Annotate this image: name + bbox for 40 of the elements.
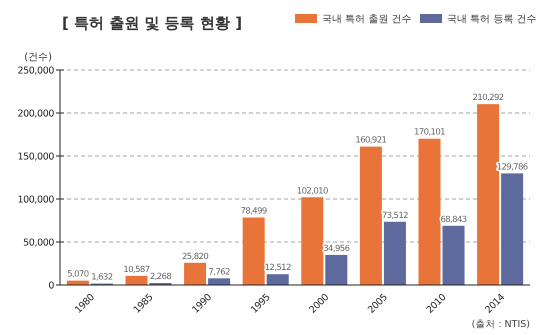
data-label: 5,070 [67, 270, 89, 280]
y-tick-label: 150,000 [18, 151, 54, 162]
y-tick-label: 0 [48, 280, 54, 292]
bar [266, 274, 289, 285]
bar [477, 104, 500, 285]
bar [184, 262, 206, 285]
data-label: 25,820 [182, 252, 208, 262]
bar [242, 217, 265, 285]
data-label: 68,843 [440, 214, 467, 225]
bar [66, 280, 89, 285]
data-label: 10,587 [123, 264, 150, 275]
y-tick-label: 250,000 [18, 65, 54, 76]
data-label: 34,956 [323, 244, 350, 254]
data-label: 12,512 [264, 263, 291, 274]
bar [301, 197, 324, 285]
data-label: 210,292 [472, 93, 504, 104]
data-label: 7,762 [208, 267, 230, 278]
text: (출처 : NTIS) [472, 319, 530, 330]
legend-label: 국내 특허 등록 건수 [447, 14, 537, 25]
bar [360, 146, 382, 285]
data-label: 78,499 [240, 206, 267, 216]
data-label: 102,010 [296, 186, 328, 196]
y-tick-label: 200,000 [18, 108, 54, 120]
y-axis-title: (건수) [24, 52, 52, 63]
bar [384, 222, 406, 285]
bar [418, 138, 441, 285]
bar [442, 226, 465, 285]
bar [125, 276, 148, 285]
data-label: 73,512 [382, 210, 408, 221]
bar [325, 254, 348, 285]
data-label: 160,921 [355, 136, 387, 146]
chart-title: [ 특허 출원 및 등록 현황 ] [62, 14, 242, 32]
legend-label: 국내 특허 출원 건수 [322, 14, 412, 25]
data-label: 170,101 [414, 128, 446, 138]
y-tick-label: 50,000 [23, 237, 54, 248]
y-tick-label: 100,000 [18, 194, 54, 206]
bar [208, 278, 230, 285]
data-label: 2,268 [150, 272, 172, 282]
bar [501, 173, 524, 285]
data-label: 1,632 [91, 272, 113, 283]
